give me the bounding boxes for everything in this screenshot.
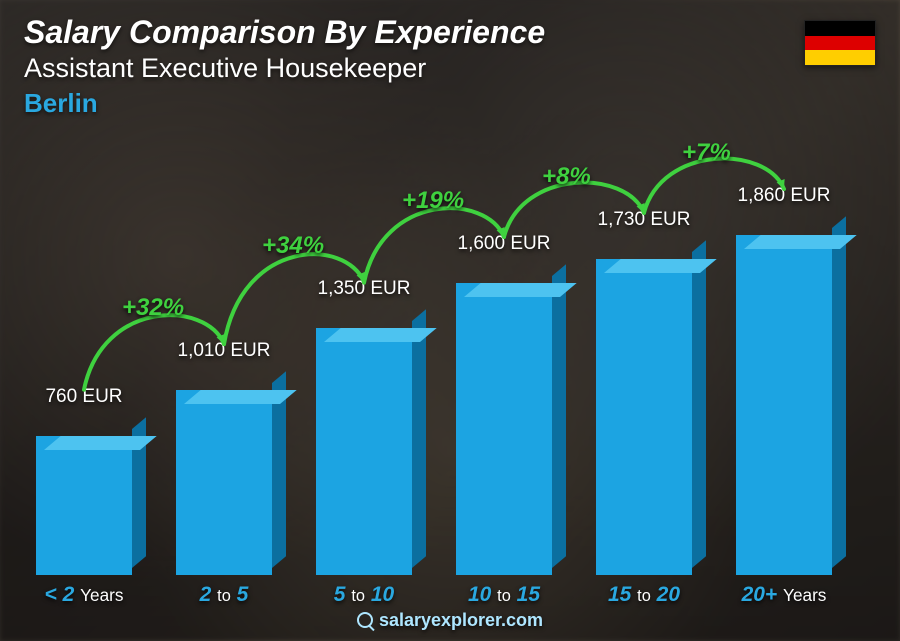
flag-stripe-2 <box>805 36 875 51</box>
bar-value-label: 760 EUR <box>14 386 154 408</box>
increase-pct-label: +8% <box>542 163 591 191</box>
bar-x-label: 15 to 20 <box>574 583 714 607</box>
bar <box>596 259 692 575</box>
bar-value-label: 1,730 EUR <box>574 209 714 231</box>
bar-top-face <box>464 283 577 297</box>
bar <box>736 235 832 575</box>
bar <box>456 283 552 575</box>
bar-side-face <box>832 216 846 568</box>
chart-subtitle: Assistant Executive Housekeeper <box>24 53 545 84</box>
increase-pct-label: +32% <box>122 294 184 322</box>
bar-value-label: 1,350 EUR <box>294 278 434 300</box>
bar-chart: 760 EUR< 2 Years1,010 EUR2 to 51,350 EUR… <box>0 160 864 575</box>
flag-stripe-3 <box>805 50 875 65</box>
bar-x-label: 2 to 5 <box>154 583 294 607</box>
flag-stripe-1 <box>805 21 875 36</box>
increase-pct-label: +7% <box>682 139 731 167</box>
bar-front <box>456 283 552 575</box>
bar-top-face <box>44 436 157 450</box>
bar-value-label: 1,860 EUR <box>714 185 854 207</box>
bar-side-face <box>552 264 566 568</box>
bar-x-label: 10 to 15 <box>434 583 574 607</box>
bar-side-face <box>412 309 426 568</box>
bar <box>316 328 412 575</box>
bar-side-face <box>692 240 706 568</box>
bar-top-face <box>324 328 437 342</box>
bar-value-label: 1,010 EUR <box>154 340 294 362</box>
bar-front <box>736 235 832 575</box>
increase-pct-label: +34% <box>262 232 324 260</box>
bar-x-label: 20+ Years <box>714 583 854 607</box>
country-flag-germany <box>804 20 876 66</box>
bar-front <box>36 436 132 575</box>
bar-x-label: < 2 Years <box>14 583 154 607</box>
bar-top-face <box>184 390 297 404</box>
infographic-stage: Salary Comparison By Experience Assistan… <box>0 0 900 641</box>
chart-location: Berlin <box>24 88 545 119</box>
bar-top-face <box>604 259 717 273</box>
bar-top-face <box>744 235 857 249</box>
footer-text: salaryexplorer.com <box>379 610 543 630</box>
bar <box>36 436 132 575</box>
bar <box>176 390 272 575</box>
search-icon <box>357 612 373 628</box>
bar-front <box>596 259 692 575</box>
bar-value-label: 1,600 EUR <box>434 233 574 255</box>
header-block: Salary Comparison By Experience Assistan… <box>24 14 545 119</box>
bar-front <box>316 328 412 575</box>
footer-attribution: salaryexplorer.com <box>0 610 900 631</box>
chart-title: Salary Comparison By Experience <box>24 14 545 51</box>
bar-front <box>176 390 272 575</box>
increase-pct-label: +19% <box>402 187 464 215</box>
bar-x-label: 5 to 10 <box>294 583 434 607</box>
